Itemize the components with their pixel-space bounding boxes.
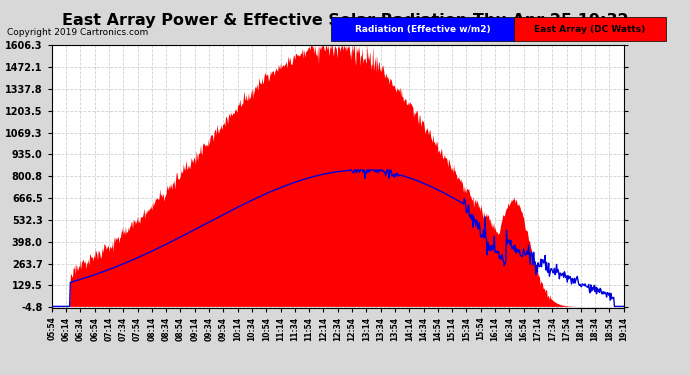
Text: Radiation (Effective w/m2): Radiation (Effective w/m2) (355, 25, 491, 34)
Text: East Array (DC Watts): East Array (DC Watts) (534, 25, 646, 34)
Text: Copyright 2019 Cartronics.com: Copyright 2019 Cartronics.com (7, 28, 148, 37)
Text: East Array Power & Effective Solar Radiation Thu Apr 25 19:32: East Array Power & Effective Solar Radia… (61, 13, 629, 28)
